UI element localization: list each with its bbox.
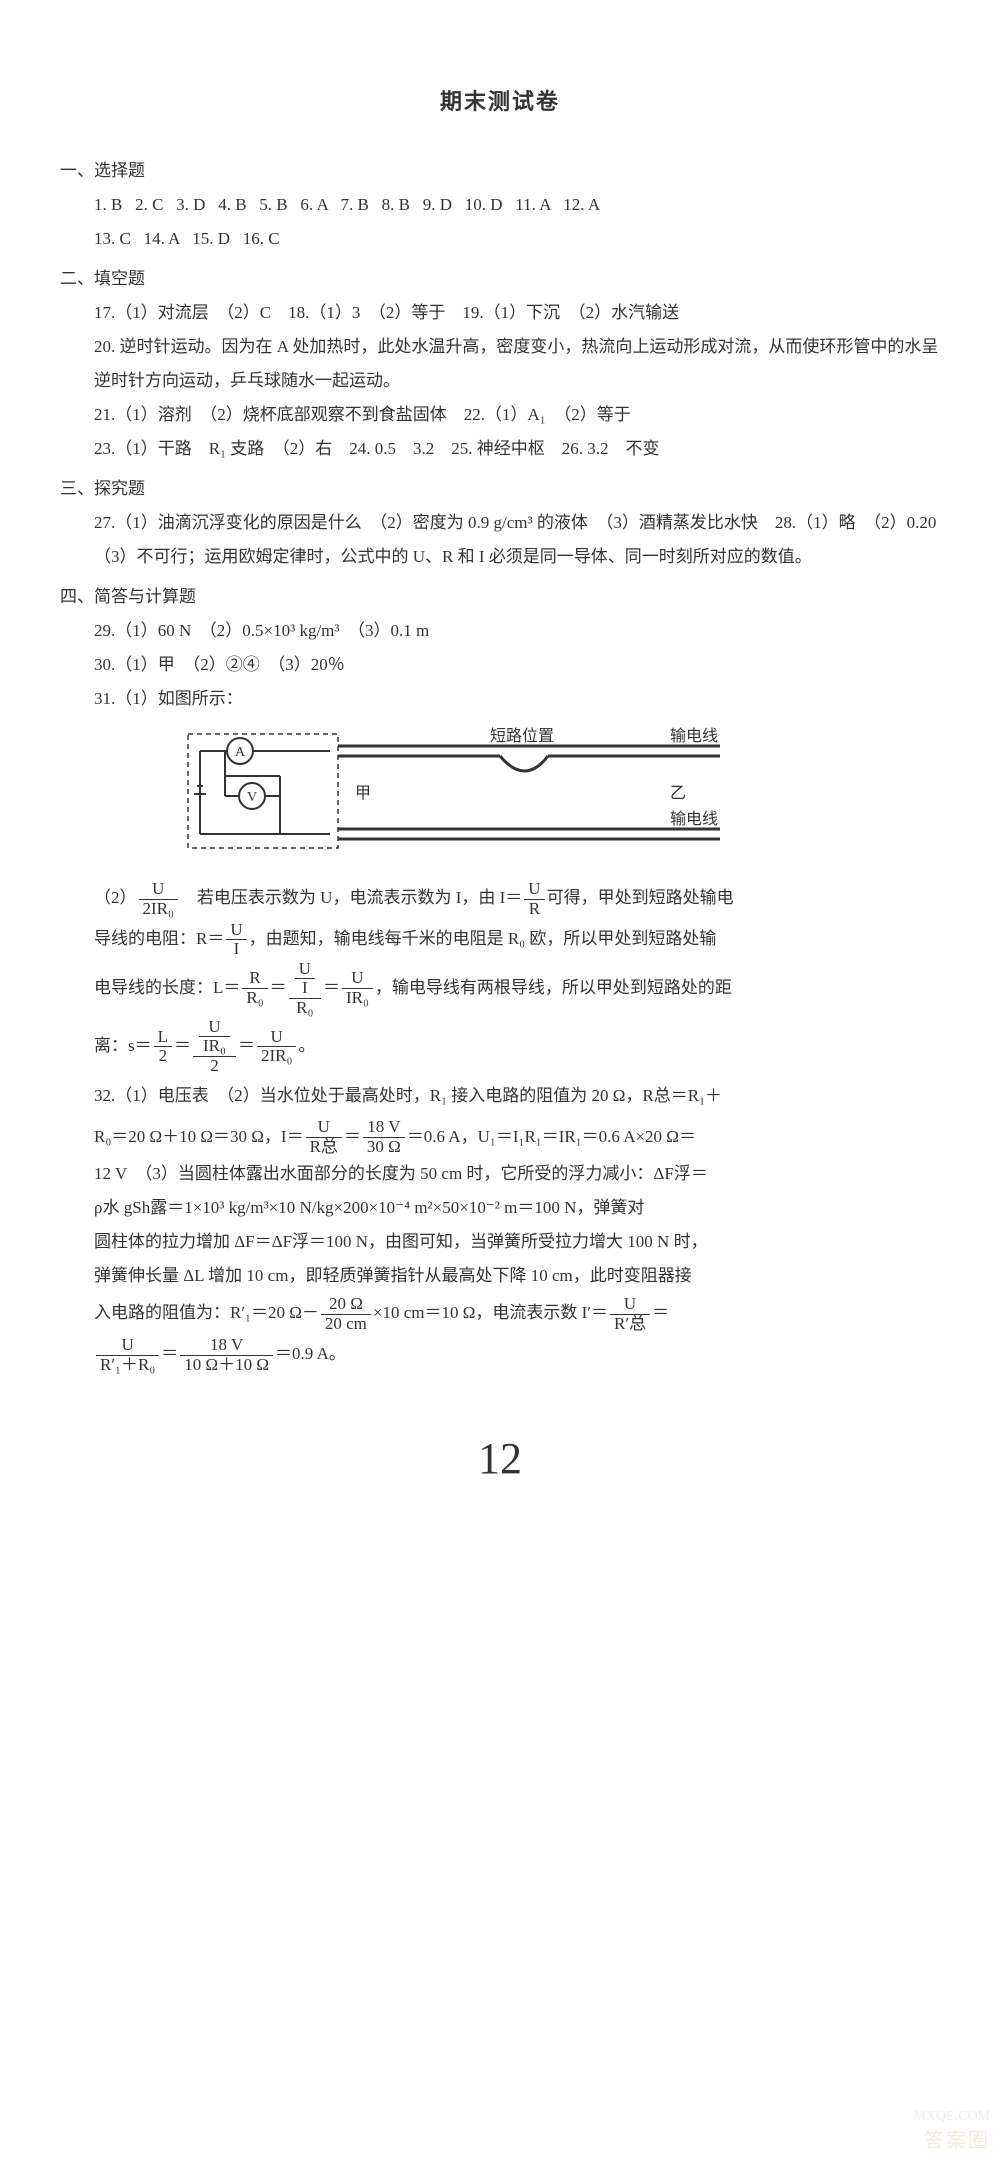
mc-line-2: 13. C 14. A 15. D 16. C xyxy=(60,222,940,256)
page-title: 期末测试卷 xyxy=(60,80,940,124)
circuit-diagram: A V 短路位置 输电线 输电线 甲 乙 xyxy=(180,726,940,868)
q32d: ρ水 gSh露＝1×10³ kg/m³×10 N/kg×200×10⁻⁴ m²×… xyxy=(60,1191,940,1225)
q32h: UR′₁＋R₀＝18 V10 Ω＋10 Ω＝0.9 A。 xyxy=(60,1334,940,1375)
q32b: R₀＝20 Ω＋10 Ω＝30 Ω，I＝UR总＝18 V30 Ω＝0.6 A，U… xyxy=(60,1117,940,1158)
mc-line-1: 1. B 2. C 3. D 4. B 5. B 6. A 7. B 8. B … xyxy=(60,188,940,222)
q29: 29.（1）60 N （2）0.5×10³ kg/m³ （3）0.1 m xyxy=(60,614,940,648)
q30: 30.（1）甲 （2）②④ （3）20％ xyxy=(60,648,940,682)
section-3-head: 三、探究题 xyxy=(60,472,940,506)
fig-line-label-2: 输电线 xyxy=(670,810,718,828)
q32a: 32.（1）电压表 （2）当水位处于最高处时，R₁ 接入电路的阻值为 20 Ω，… xyxy=(60,1076,940,1117)
q27: 27.（1）油滴沉浮变化的原因是什么 （2）密度为 0.9 g/cm³ 的液体 … xyxy=(60,506,940,574)
q31c: 导线的电阻：R＝UI，由题知，输电线每千米的电阻是 R₀ 欧，所以甲处到短路处输 xyxy=(60,919,940,960)
q32g: 入电路的阻值为：R′₁＝20 Ω－20 Ω20 cm×10 cm＝10 Ω，电流… xyxy=(60,1293,940,1334)
q31a: 31.（1）如图所示： xyxy=(60,682,940,716)
q31b: （2）U2IR₀ 若电压表示数为 U，电流表示数为 I，由 I＝UR可得，甲处到… xyxy=(60,878,940,919)
q21: 21.（1）溶剂 （2）烧杯底部观察不到食盐固体 22.（1）A₁ （2）等于 xyxy=(60,398,940,432)
q23: 23.（1）干路 R₁ 支路 （2）右 24. 0.5 3.2 25. 神经中枢… xyxy=(60,432,940,466)
section-1-head: 一、选择题 xyxy=(60,154,940,188)
q32c: 12 V （3）当圆柱体露出水面部分的长度为 50 cm 时，它所受的浮力减小：… xyxy=(60,1157,940,1191)
q32f: 弹簧伸长量 ΔL 增加 10 cm，即轻质弹簧指针从最高处下降 10 cm，此时… xyxy=(60,1259,940,1293)
svg-text:A: A xyxy=(235,745,246,760)
fig-line-label-1: 输电线 xyxy=(670,727,718,745)
q20: 20. 逆时针运动。因为在 A 处加热时，此处水温升高，密度变小，热流向上运动形… xyxy=(60,330,940,398)
q31d: 电导线的长度：L＝RR₀＝UIR₀＝UIR₀，输电导线有两根导线，所以甲处到短路… xyxy=(60,960,940,1018)
q32e: 圆柱体的拉力增加 ΔF＝ΔF浮＝100 N，由图可知，当弹簧所受拉力增大 100… xyxy=(60,1225,940,1259)
q31e: 离：s＝L2＝UIR₀2＝U2IR₀。 xyxy=(60,1018,940,1076)
fig-short-label: 短路位置 xyxy=(490,727,554,745)
svg-text:V: V xyxy=(247,790,257,805)
section-2-head: 二、填空题 xyxy=(60,262,940,296)
page-number: 12 xyxy=(60,1415,940,1503)
section-4-head: 四、简答与计算题 xyxy=(60,580,940,614)
q17: 17.（1）对流层 （2）C 18.（1）3 （2）等于 19.（1）下沉 （2… xyxy=(60,296,940,330)
fig-yi-label: 乙 xyxy=(670,785,686,802)
watermark-url: MXQE.COM xyxy=(913,2103,990,2131)
fig-jia-label: 甲 xyxy=(355,785,371,802)
